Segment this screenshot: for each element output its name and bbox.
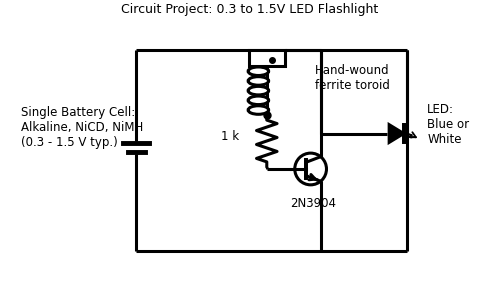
Text: 2N3904: 2N3904 [290,197,337,210]
Circle shape [295,153,326,185]
Ellipse shape [248,67,268,76]
Text: Hand-wound
ferrite toroid: Hand-wound ferrite toroid [316,64,390,92]
Ellipse shape [248,77,268,85]
Text: LED:
Blue or
White: LED: Blue or White [427,103,470,146]
Bar [249,50,284,67]
Text: Single Battery Cell:
Alkaline, NiCD, NiMH
(0.3 - 1.5 V typ.): Single Battery Cell: Alkaline, NiCD, NiM… [20,105,143,149]
Ellipse shape [248,96,268,105]
Ellipse shape [248,86,268,95]
Polygon shape [389,125,404,142]
Text: 1 k: 1 k [220,130,239,143]
Title: Circuit Project: 0.3 to 1.5V LED Flashlight: Circuit Project: 0.3 to 1.5V LED Flashli… [122,3,378,16]
Ellipse shape [248,106,268,114]
